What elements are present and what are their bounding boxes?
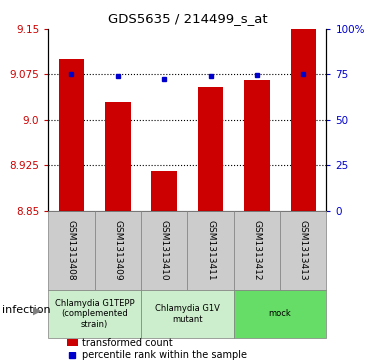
Text: GSM1313410: GSM1313410 <box>160 220 169 281</box>
Bar <box>244 81 270 211</box>
Bar <box>48 211 95 290</box>
Text: GSM1313411: GSM1313411 <box>206 220 215 281</box>
Text: mock: mock <box>269 310 292 318</box>
Text: Chlamydia G1TEPP
(complemented
strain): Chlamydia G1TEPP (complemented strain) <box>55 299 134 329</box>
Bar <box>141 211 187 290</box>
Title: GDS5635 / 214499_s_at: GDS5635 / 214499_s_at <box>108 12 267 25</box>
Text: GSM1313413: GSM1313413 <box>299 220 308 281</box>
Bar <box>290 29 316 211</box>
Text: GSM1313412: GSM1313412 <box>252 220 262 281</box>
Bar <box>105 102 131 211</box>
Text: ▶: ▶ <box>33 305 41 315</box>
Bar <box>48 290 141 338</box>
Bar <box>198 86 223 211</box>
Bar <box>234 211 280 290</box>
Bar <box>59 59 84 211</box>
Bar <box>234 290 326 338</box>
Bar <box>151 171 177 211</box>
Bar <box>141 290 234 338</box>
Text: GSM1313409: GSM1313409 <box>113 220 122 281</box>
Text: Chlamydia G1V
mutant: Chlamydia G1V mutant <box>155 304 220 324</box>
Text: infection: infection <box>2 305 50 315</box>
Text: percentile rank within the sample: percentile rank within the sample <box>82 350 247 360</box>
Bar <box>187 211 234 290</box>
Text: GSM1313408: GSM1313408 <box>67 220 76 281</box>
Bar <box>280 211 326 290</box>
Bar <box>95 211 141 290</box>
Text: transformed count: transformed count <box>82 338 173 348</box>
